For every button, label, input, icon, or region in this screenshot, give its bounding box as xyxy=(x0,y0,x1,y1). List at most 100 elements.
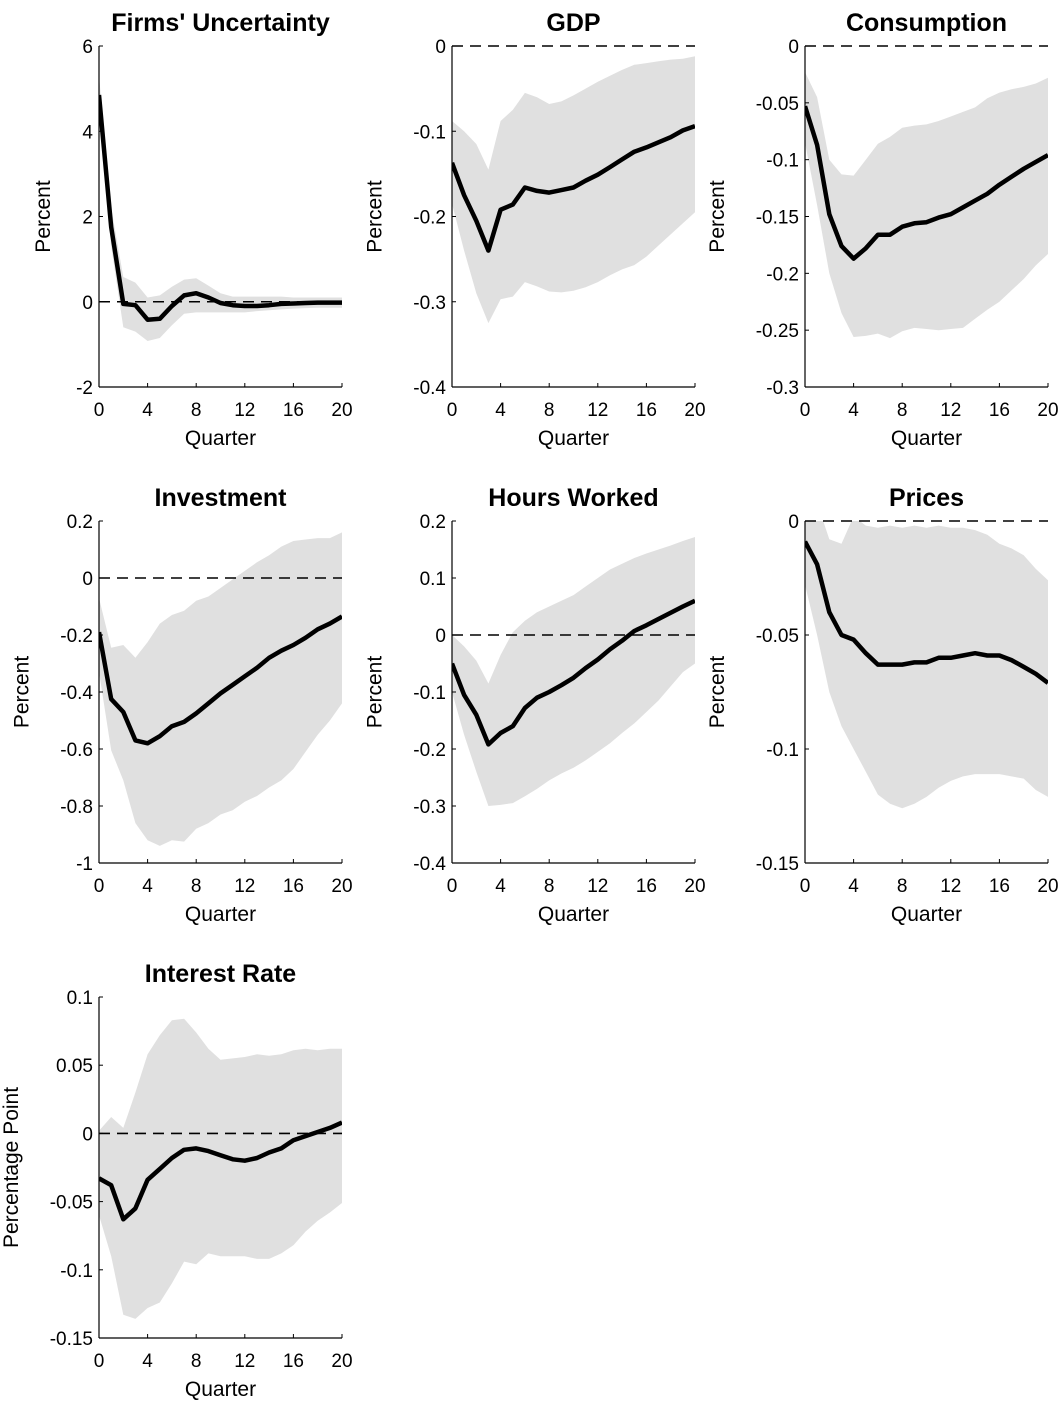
y-axis-label: Percent xyxy=(364,180,387,253)
x-tick-label: 16 xyxy=(283,876,304,897)
y-tick-label: 0 xyxy=(788,512,799,533)
confidence-band xyxy=(99,532,342,846)
panel-7: 0 4 8 12 16 20 -0.15 -0.1 -0.05 0 0.05 0.1 Interest … xyxy=(0,960,353,1401)
x-axis-label: Quarter xyxy=(538,427,609,450)
x-tick-label: 16 xyxy=(989,400,1010,421)
y-tick-label: -0.3 xyxy=(413,293,446,314)
x-tick-label: 0 xyxy=(94,876,105,897)
median-response-line xyxy=(452,123,695,253)
y-tick-label: -2 xyxy=(76,378,93,399)
panel-title: GDP xyxy=(546,9,600,37)
panel-title: Investment xyxy=(155,484,288,512)
x-tick-label: 12 xyxy=(940,400,961,421)
y-tick-label: -0.1 xyxy=(413,122,446,143)
x-tick-label: 0 xyxy=(800,400,811,421)
y-tick-label: -0.05 xyxy=(756,626,799,647)
y-tick-label: 0 xyxy=(82,293,93,314)
x-axis-label: Quarter xyxy=(891,903,962,926)
y-tick-label: 0 xyxy=(435,626,446,647)
y-tick-label: 0.1 xyxy=(67,988,93,1009)
y-axis-label: Percent xyxy=(706,656,729,729)
x-tick-label: 8 xyxy=(544,876,555,897)
panel-title: Consumption xyxy=(846,9,1007,37)
x-tick-label: 12 xyxy=(234,876,255,897)
y-tick-label: -0.2 xyxy=(766,264,799,285)
median-response-line xyxy=(452,598,695,747)
confidence-band xyxy=(805,521,1048,809)
y-tick-label: -0.1 xyxy=(413,683,446,704)
y-tick-label: 2 xyxy=(82,208,93,229)
x-tick-label: 12 xyxy=(587,876,608,897)
median-response-line xyxy=(805,105,1048,261)
median-response-line xyxy=(99,94,342,322)
x-tick-label: 20 xyxy=(331,1351,352,1372)
x-tick-label: 8 xyxy=(191,1351,202,1372)
y-tick-label: 0.2 xyxy=(420,512,446,533)
x-tick-label: 20 xyxy=(331,400,352,421)
y-tick-label: -0.1 xyxy=(766,740,799,761)
x-tick-label: 12 xyxy=(587,400,608,421)
x-tick-label: 4 xyxy=(848,876,859,897)
x-tick-label: 0 xyxy=(94,1351,105,1372)
y-tick-label: -0.4 xyxy=(413,854,446,875)
y-axis-label: Percent xyxy=(364,656,387,729)
y-tick-label: 6 xyxy=(82,37,93,58)
y-tick-label: 0.05 xyxy=(56,1056,93,1077)
y-tick-label: -0.15 xyxy=(50,1329,93,1350)
x-tick-label: 20 xyxy=(684,876,705,897)
y-tick-label: 4 xyxy=(82,122,93,143)
x-tick-label: 12 xyxy=(234,1351,255,1372)
y-tick-label: -0.2 xyxy=(60,626,93,647)
x-tick-label: 20 xyxy=(331,876,352,897)
y-tick-label: 0 xyxy=(82,1124,93,1145)
x-axis-label: Quarter xyxy=(538,903,609,926)
panel-title: Firms' Uncertainty xyxy=(111,9,330,37)
y-tick-label: 0.1 xyxy=(420,569,446,590)
y-tick-label: -1 xyxy=(76,854,93,875)
y-tick-label: 0 xyxy=(435,37,446,58)
y-tick-label: -0.2 xyxy=(413,208,446,229)
panel-title: Prices xyxy=(889,484,964,512)
x-tick-label: 0 xyxy=(94,400,105,421)
panel-4: 0 4 8 12 16 20 -1 -0.8 -0.6 -0.4 -0.2 0 0.2 Investmen… xyxy=(11,484,353,926)
y-tick-label: 0 xyxy=(788,37,799,58)
y-axis-label: Percent xyxy=(11,656,34,729)
y-tick-label: -0.6 xyxy=(60,740,93,761)
x-tick-label: 0 xyxy=(447,400,458,421)
y-tick-label: -0.3 xyxy=(766,378,799,399)
median-response-line xyxy=(805,540,1048,685)
x-tick-label: 20 xyxy=(684,400,705,421)
x-tick-label: 20 xyxy=(1037,400,1058,421)
x-tick-label: 4 xyxy=(142,400,153,421)
y-tick-label: 0.2 xyxy=(67,512,93,533)
y-tick-label: -0.4 xyxy=(413,378,446,399)
y-axis-label: Percent xyxy=(706,180,729,253)
x-axis-label: Quarter xyxy=(185,427,256,450)
y-axis-label: Percentage Point xyxy=(0,1087,23,1248)
x-tick-label: 12 xyxy=(234,400,255,421)
x-tick-label: 12 xyxy=(940,876,961,897)
y-tick-label: -0.15 xyxy=(756,854,799,875)
confidence-band xyxy=(805,72,1048,339)
x-tick-label: 0 xyxy=(800,876,811,897)
y-tick-label: -0.05 xyxy=(50,1193,93,1214)
y-tick-label: -0.05 xyxy=(756,94,799,115)
x-tick-label: 8 xyxy=(191,400,202,421)
y-tick-label: -0.4 xyxy=(60,683,93,704)
confidence-band xyxy=(452,537,695,806)
x-tick-label: 8 xyxy=(191,876,202,897)
x-axis-label: Quarter xyxy=(891,427,962,450)
y-tick-label: 0 xyxy=(82,569,93,590)
y-tick-label: -0.2 xyxy=(413,740,446,761)
x-tick-label: 8 xyxy=(897,876,908,897)
panel-2: 0 4 8 12 16 20 -0.4 -0.3 -0.2 -0.1 0 GDP Quarter Perc… xyxy=(364,9,706,450)
y-tick-label: -0.15 xyxy=(756,208,799,229)
x-tick-label: 8 xyxy=(544,400,555,421)
y-tick-label: -0.8 xyxy=(60,797,93,818)
x-tick-label: 4 xyxy=(142,876,153,897)
x-tick-label: 16 xyxy=(989,876,1010,897)
x-tick-label: 4 xyxy=(848,400,859,421)
x-tick-label: 0 xyxy=(447,876,458,897)
